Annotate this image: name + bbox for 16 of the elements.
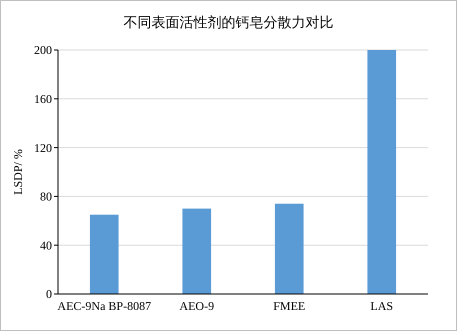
bar (90, 214, 119, 294)
bar (367, 50, 396, 294)
bar (182, 208, 212, 294)
x-tick-label: AEC-9Na BP-8087 (57, 299, 152, 313)
bar (274, 204, 304, 294)
x-tick-label: FMEE (273, 299, 306, 313)
x-tick-label: AEO-9 (179, 299, 214, 313)
y-tick-label: 200 (34, 43, 52, 58)
x-tick-label: LAS (370, 299, 394, 313)
y-tick-label: 40 (40, 238, 52, 252)
y-axis-title: LSDP/ % (11, 149, 25, 195)
y-tick-label: 80 (40, 190, 52, 204)
y-tick-label: 160 (34, 92, 52, 106)
y-tick-label: 120 (34, 140, 52, 155)
chart-title: 不同表面活性剂的钙皂分散力对比 (124, 15, 334, 31)
y-tick-label: 0 (46, 287, 52, 302)
